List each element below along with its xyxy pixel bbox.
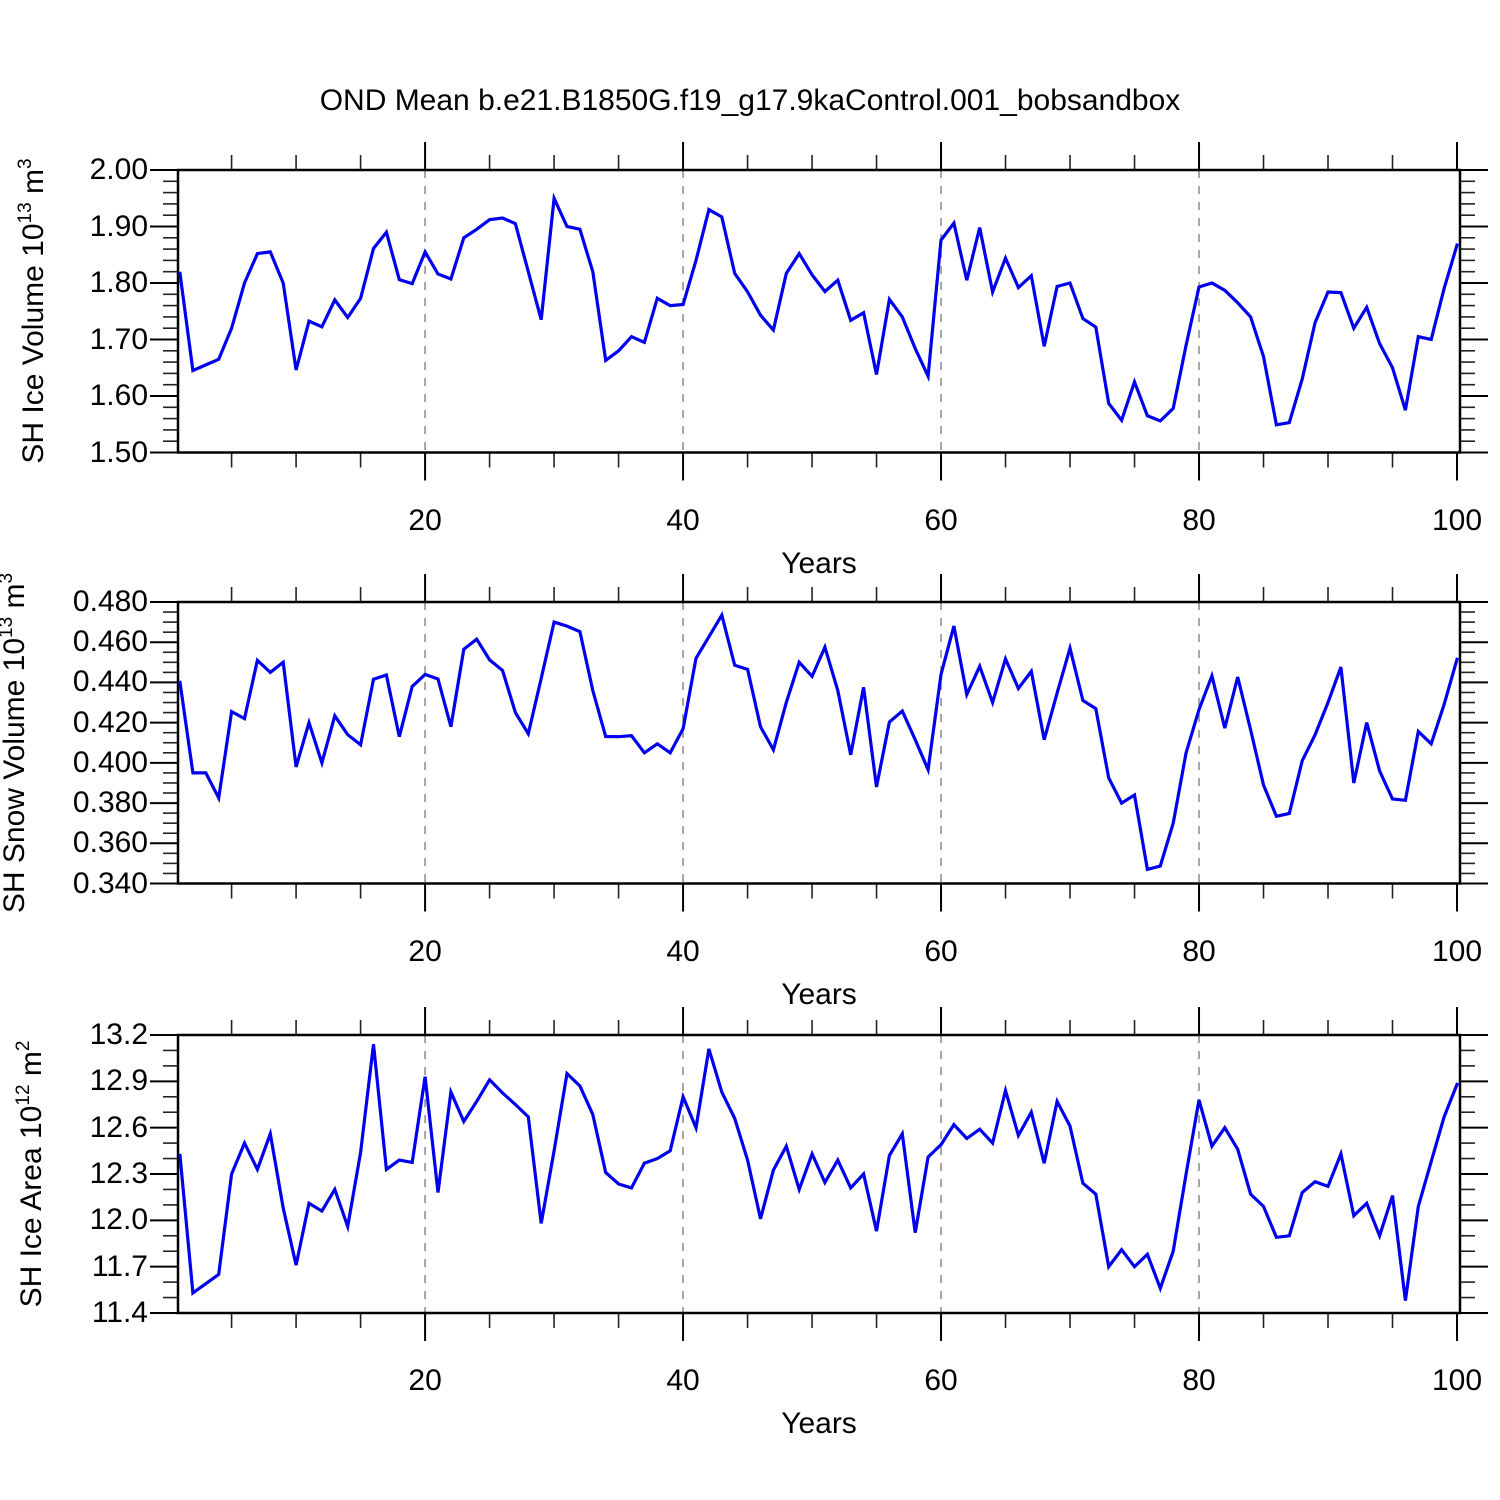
chart-2-y-tick-label: 0.420 [72, 705, 148, 739]
chart-3-y-tick-label: 11.4 [91, 1296, 148, 1329]
chart-3-x-tick-label: 20 [408, 1364, 442, 1397]
chart-2-y-tick-label: 0.480 [72, 585, 148, 618]
chart-3-y-tick-label: 12.3 [89, 1157, 148, 1190]
chart-2-y-tick-label: 0.340 [72, 866, 148, 900]
chart-2-y-tick-label: 0.380 [72, 786, 148, 820]
chart-3-y-tick-label: 11.7 [91, 1249, 148, 1283]
chart-2-x-tick-label: 100 [1431, 934, 1483, 968]
chart-1-frame [176, 168, 1462, 454]
chart-1-x-axis-title: Years [781, 546, 857, 580]
chart-1-x-tick-label: 80 [1182, 503, 1216, 537]
chart-1-x-tick-label: 20 [408, 503, 442, 537]
chart-1-y-tick-label: 1.70 [89, 322, 148, 356]
chart-1-y-tick-label: 1.50 [89, 435, 148, 469]
figure-title: OND Mean b.e21.B1850G.f19_g17.9kaControl… [319, 84, 1181, 117]
chart-3-x-axis-title: Years [781, 1407, 857, 1440]
chart-1-x-tick-label: 60 [924, 503, 958, 537]
chart-3-series-line [178, 1044, 1460, 1301]
chart-2-y-tick-label: 0.460 [72, 625, 148, 659]
chart-3-y-axis-title: SH Ice Area 1012 m2 [13, 1040, 48, 1308]
chart-1-y-tick-label: 1.90 [89, 209, 148, 243]
chart-2-y-tick-label: 0.360 [72, 826, 148, 860]
chart-3-x-tick-label: 100 [1431, 1364, 1483, 1397]
chart-1-x-tick-label: 40 [666, 503, 700, 537]
chart-3-frame [176, 1033, 1462, 1315]
chart-1-y-tick-label: 1.60 [89, 379, 148, 412]
chart-1-series-line [178, 192, 1459, 427]
chart-2-x-tick-label: 20 [408, 934, 442, 968]
chart-3-x-tick-label: 40 [666, 1364, 700, 1397]
chart-3-y-tick-label: 13.2 [89, 1018, 148, 1051]
chart-3-y-tick-label: 12.6 [89, 1110, 148, 1144]
chart-3-y-tick-label: 12.0 [89, 1203, 148, 1237]
chart-2-y-tick-label: 0.400 [72, 745, 148, 779]
chart-2-x-tick-label: 80 [1182, 934, 1216, 968]
chart-2-x-tick-label: 60 [924, 934, 958, 968]
chart-2-x-axis-title: Years [781, 977, 857, 1011]
chart-2-frame [176, 600, 1462, 885]
chart-2-x-tick-label: 40 [666, 934, 700, 968]
chart-2-y-tick-label: 0.440 [72, 665, 148, 699]
chart-1-y-tick-label: 1.80 [89, 266, 148, 299]
chart-2-series-line [178, 610, 1459, 872]
chart-3-x-tick-label: 60 [924, 1364, 958, 1397]
chart-1-y-tick-label: 2.00 [89, 153, 148, 186]
chart-3-y-tick-label: 12.9 [89, 1064, 148, 1098]
chart-1-x-tick-label: 100 [1431, 503, 1483, 537]
chart-3-x-tick-label: 80 [1182, 1364, 1216, 1397]
